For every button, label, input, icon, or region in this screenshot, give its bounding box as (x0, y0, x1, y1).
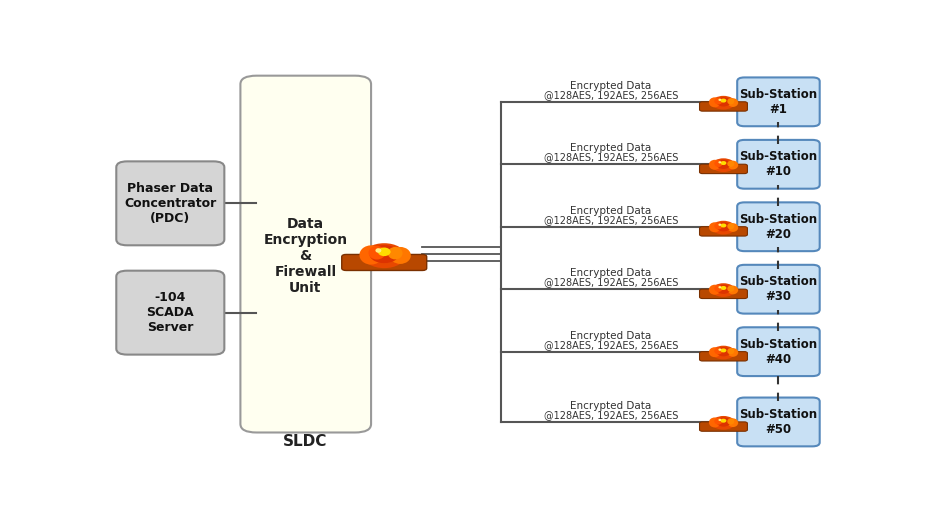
FancyBboxPatch shape (700, 352, 747, 361)
Text: Encrypted Data: Encrypted Data (571, 331, 652, 341)
Text: @128AES, 192AES, 256AES: @128AES, 192AES, 256AES (544, 340, 678, 350)
Text: Encrypted Data: Encrypted Data (571, 268, 652, 278)
Ellipse shape (388, 247, 402, 260)
FancyBboxPatch shape (738, 397, 820, 446)
FancyBboxPatch shape (700, 227, 747, 236)
Text: @128AES, 192AES, 256AES: @128AES, 192AES, 256AES (544, 152, 678, 162)
Ellipse shape (719, 99, 722, 101)
Ellipse shape (717, 284, 730, 294)
Ellipse shape (721, 348, 726, 352)
Ellipse shape (719, 286, 722, 288)
Ellipse shape (714, 223, 723, 230)
Ellipse shape (709, 160, 721, 170)
Text: Encrypted Data: Encrypted Data (571, 401, 652, 411)
Ellipse shape (717, 160, 730, 169)
Ellipse shape (376, 248, 382, 252)
Text: @128AES, 192AES, 256AES: @128AES, 192AES, 256AES (544, 215, 678, 225)
Ellipse shape (709, 222, 721, 232)
Ellipse shape (714, 347, 723, 354)
Ellipse shape (721, 161, 726, 165)
FancyBboxPatch shape (738, 140, 820, 189)
Ellipse shape (714, 285, 723, 292)
Text: Sub-Station
#1: Sub-Station #1 (739, 88, 818, 116)
Ellipse shape (728, 348, 739, 357)
FancyBboxPatch shape (700, 164, 747, 173)
Ellipse shape (728, 98, 739, 107)
FancyBboxPatch shape (116, 161, 224, 245)
Text: Data
Encryption
&
Firewall
Unit: Data Encryption & Firewall Unit (264, 216, 348, 296)
FancyBboxPatch shape (342, 255, 427, 270)
Text: Sub-Station
#10: Sub-Station #10 (739, 150, 818, 178)
Ellipse shape (727, 348, 734, 354)
Ellipse shape (719, 224, 722, 226)
Ellipse shape (709, 285, 721, 295)
Text: -104
SCADA
Server: -104 SCADA Server (147, 291, 194, 334)
FancyBboxPatch shape (240, 76, 371, 432)
Ellipse shape (714, 160, 723, 167)
Ellipse shape (728, 285, 739, 295)
Text: @128AES, 192AES, 256AES: @128AES, 192AES, 256AES (544, 410, 678, 420)
Ellipse shape (727, 223, 734, 229)
Text: Encrypted Data: Encrypted Data (571, 81, 652, 91)
Ellipse shape (719, 419, 722, 421)
Ellipse shape (728, 223, 739, 232)
Text: Sub-Station
#50: Sub-Station #50 (739, 408, 818, 436)
Ellipse shape (712, 416, 735, 430)
Text: Encrypted Data: Encrypted Data (571, 206, 652, 216)
Ellipse shape (721, 224, 726, 228)
Ellipse shape (721, 419, 726, 423)
Text: Encrypted Data: Encrypted Data (571, 143, 652, 153)
Text: Phaser Data
Concentrator
(PDC): Phaser Data Concentrator (PDC) (124, 182, 217, 225)
Ellipse shape (727, 98, 734, 104)
FancyBboxPatch shape (116, 271, 224, 354)
Text: @128AES, 192AES, 256AES: @128AES, 192AES, 256AES (544, 277, 678, 287)
FancyBboxPatch shape (738, 78, 820, 126)
Ellipse shape (719, 348, 722, 351)
FancyBboxPatch shape (738, 265, 820, 314)
FancyBboxPatch shape (700, 102, 747, 111)
FancyBboxPatch shape (700, 289, 747, 299)
Ellipse shape (390, 247, 411, 264)
Text: SLDC: SLDC (284, 434, 328, 449)
Ellipse shape (717, 417, 730, 426)
Ellipse shape (717, 222, 730, 231)
Ellipse shape (712, 221, 735, 235)
Ellipse shape (712, 283, 735, 297)
Ellipse shape (368, 246, 385, 260)
Ellipse shape (712, 158, 735, 172)
Ellipse shape (360, 245, 382, 265)
Ellipse shape (721, 98, 726, 102)
Ellipse shape (369, 245, 399, 263)
FancyBboxPatch shape (738, 202, 820, 251)
Ellipse shape (714, 98, 723, 104)
Text: Sub-Station
#40: Sub-Station #40 (739, 338, 818, 366)
FancyBboxPatch shape (738, 328, 820, 376)
Ellipse shape (728, 418, 739, 427)
Ellipse shape (727, 285, 734, 292)
Ellipse shape (717, 347, 730, 356)
Ellipse shape (709, 347, 721, 357)
Ellipse shape (721, 286, 726, 290)
Text: Sub-Station
#20: Sub-Station #20 (739, 213, 818, 241)
Ellipse shape (712, 346, 735, 359)
Ellipse shape (728, 161, 739, 169)
Text: @128AES, 192AES, 256AES: @128AES, 192AES, 256AES (544, 90, 678, 100)
FancyBboxPatch shape (700, 422, 747, 431)
Ellipse shape (712, 96, 735, 110)
Ellipse shape (709, 417, 721, 427)
Ellipse shape (378, 247, 391, 256)
Ellipse shape (717, 97, 730, 106)
Ellipse shape (719, 161, 722, 163)
Text: Sub-Station
#30: Sub-Station #30 (739, 275, 818, 303)
Ellipse shape (727, 161, 734, 167)
Ellipse shape (709, 97, 721, 107)
Ellipse shape (714, 418, 723, 425)
Ellipse shape (727, 418, 734, 424)
Ellipse shape (363, 243, 405, 268)
